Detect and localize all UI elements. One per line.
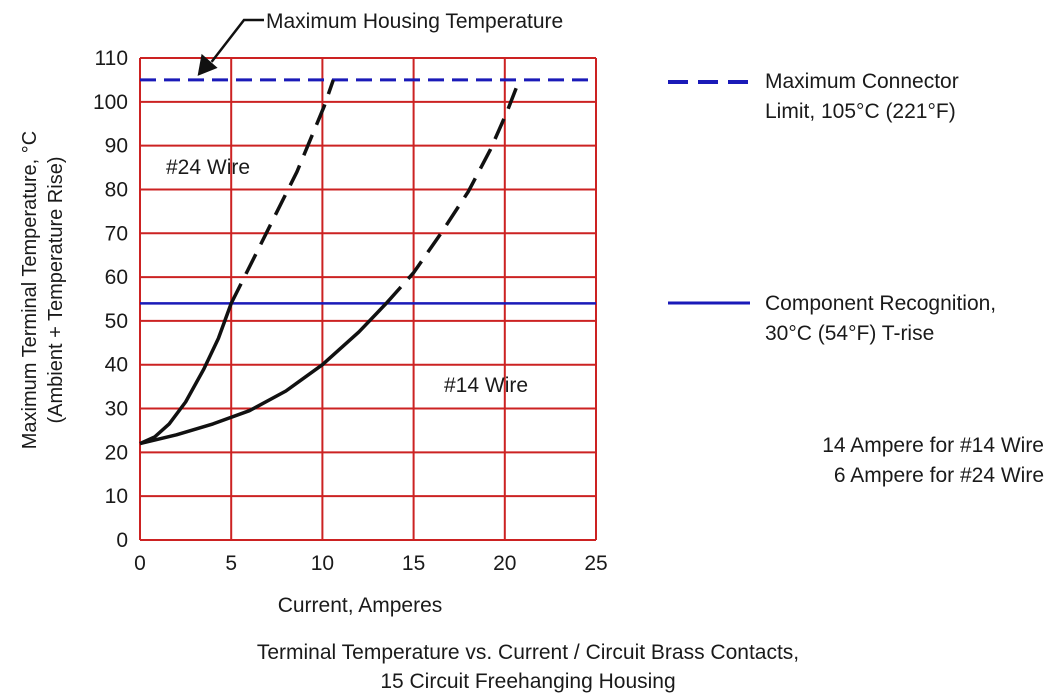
y-tick-label: 20 — [105, 441, 128, 464]
y-tick-label: 90 — [105, 135, 128, 158]
arrow-head — [197, 53, 218, 76]
tick-labels: 0 5 10 15 20 25 0 10 20 30 40 50 60 70 80 90 100 110 — [93, 47, 608, 575]
y-tick-label: 80 — [105, 178, 128, 201]
y-axis-label-line1: Maximum Terminal Temperature, °C — [19, 131, 41, 449]
wire24-label: #24 Wire — [166, 156, 250, 179]
x-tick-label: 15 — [402, 552, 425, 575]
rating-note-line2: 6 Ampere for #24 Wire — [834, 464, 1044, 487]
series-lines — [139, 79, 522, 446]
x-axis-label: Current, Amperes — [278, 594, 443, 617]
legend-connector-limit-line1: Maximum Connector — [765, 70, 959, 93]
housing-temperature-label: Maximum Housing Temperature — [266, 10, 563, 33]
y-tick-label: 60 — [105, 266, 128, 289]
x-tick-label: 0 — [134, 552, 146, 575]
y-tick-label: 30 — [105, 398, 128, 421]
legend-component-recognition-line1: Component Recognition, — [765, 292, 996, 315]
rating-note-line1: 14 Ampere for #14 Wire — [822, 434, 1044, 457]
x-tick-label: 25 — [584, 552, 607, 575]
wire14 Wire-solid-curve — [139, 302, 388, 446]
arrow-shaft — [210, 18, 264, 63]
x-tick-label: 5 — [225, 552, 237, 575]
housing-arrow — [197, 18, 264, 76]
reference-lines — [140, 78, 596, 305]
grid — [139, 57, 597, 541]
y-tick-label: 110 — [95, 47, 128, 70]
y-tick-label: 10 — [105, 485, 128, 508]
caption-line2: 15 Circuit Freehanging Housing — [380, 670, 675, 693]
caption-line1: Terminal Temperature vs. Current / Circu… — [257, 641, 799, 664]
y-axis-label-line2: (Ambient + Temperature Rise) — [45, 157, 67, 424]
y-tick-label: 0 — [116, 529, 128, 552]
wire24 Wire-solid-curve — [139, 302, 233, 446]
y-tick-label: 70 — [105, 222, 128, 245]
x-tick-label: 10 — [311, 552, 334, 575]
legend-component-recognition-line2: 30°C (54°F) T-rise — [765, 322, 934, 345]
y-tick-label: 50 — [105, 310, 128, 333]
x-tick-label: 20 — [493, 552, 516, 575]
wire14 Wire-dashed-curve — [384, 79, 522, 305]
y-tick-label: 40 — [105, 354, 128, 377]
wire14-label: #14 Wire — [444, 374, 528, 397]
legend-connector-limit-line2: Limit, 105°C (221°F) — [765, 100, 956, 123]
wire24 Wire-dashed-curve — [229, 79, 335, 305]
y-tick-label: 100 — [93, 91, 128, 114]
